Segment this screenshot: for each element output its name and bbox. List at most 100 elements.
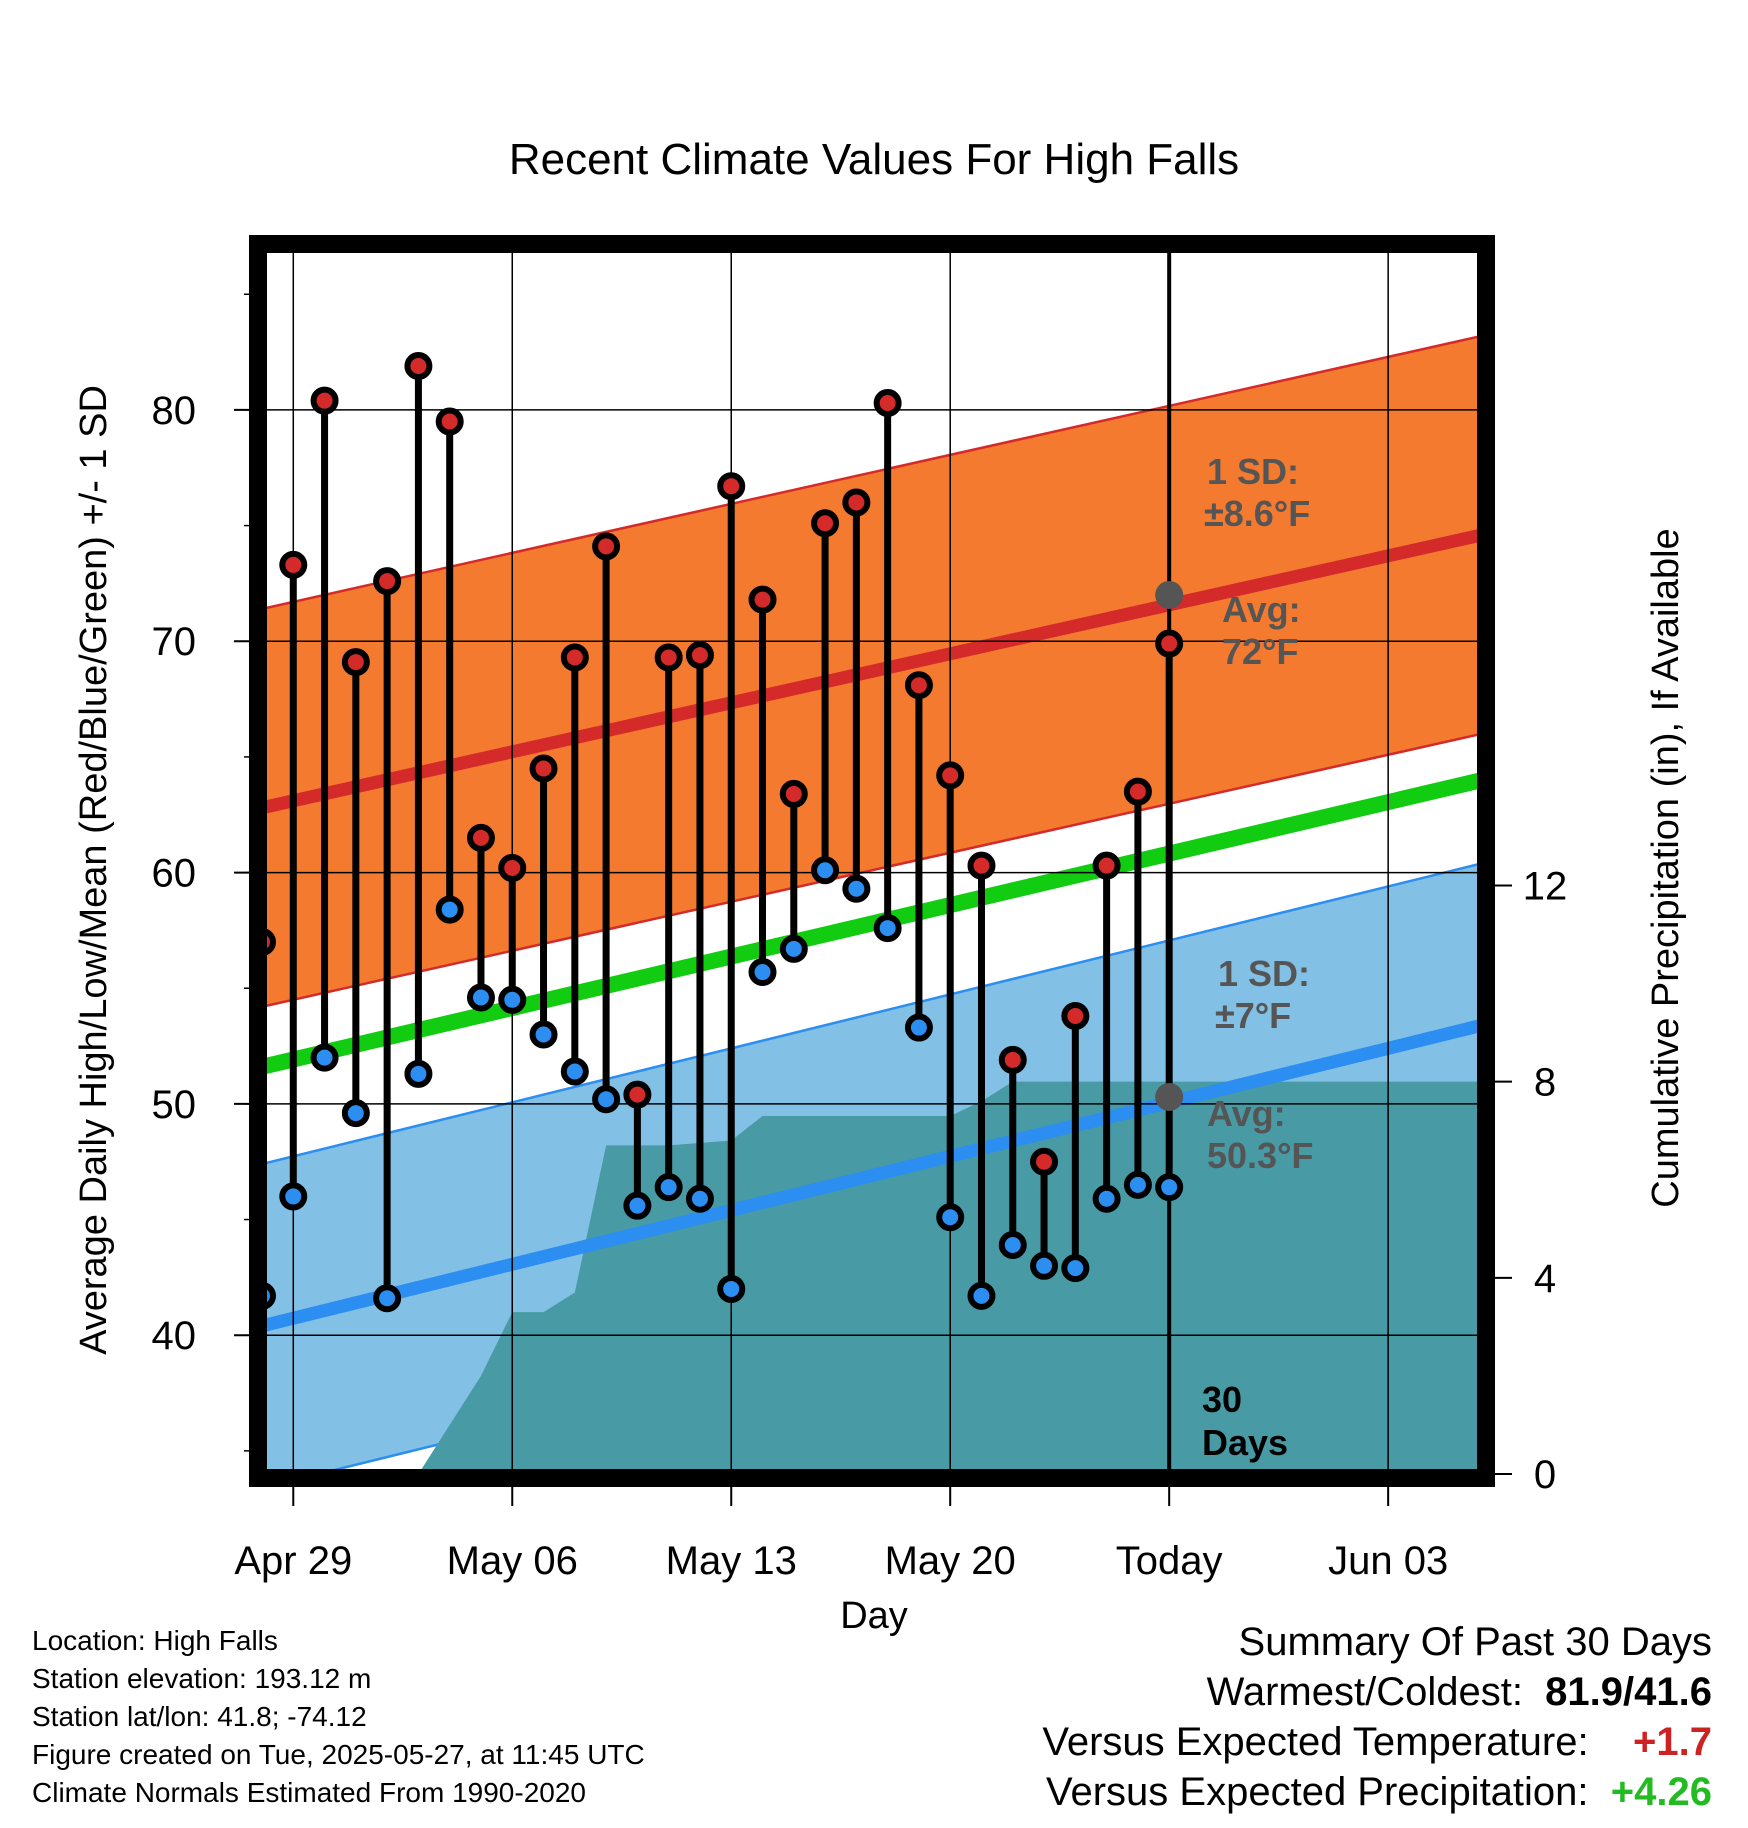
daily-low-point [967,1281,996,1310]
daily-low-point [1123,1170,1152,1199]
normal-high-line [262,528,1482,815]
normal-low-line [262,1018,1482,1333]
daily-high-point [310,386,339,415]
high-sd-value: ±8.6°F [1204,493,1310,534]
low-avg-value: 50.3°F [1207,1135,1313,1176]
summary-precip-value: +4.26 [1610,1770,1712,1814]
daily-high-point [654,643,683,672]
today-high-avg-marker [1155,580,1184,609]
daily-high-point [998,1045,1027,1074]
x-tick-label: Today [1116,1539,1223,1583]
x-tick-label: May 13 [666,1539,797,1583]
daily-high-point [1155,629,1184,658]
x-axis-label: Day [840,1595,908,1637]
y-tick-label: 40 [152,1314,197,1358]
daily-low-point [404,1059,433,1088]
daily-high-point [1061,1001,1090,1030]
daily-low-point [1061,1254,1090,1283]
daily-low-point [717,1274,746,1303]
normal-high-band-upper-edge [262,334,1482,611]
daily-low-point [936,1203,965,1232]
daily-high-point [623,1080,652,1109]
daily-high-point [592,532,621,561]
daily-high-point [373,567,402,596]
daily-low-point [623,1191,652,1220]
high-sd-label: 1 SD: [1207,451,1299,492]
summary-precip-label: Versus Expected Precipitation: [1046,1770,1589,1814]
clipped-plot [262,248,1482,1474]
daily-low-point [592,1085,621,1114]
daily-high-point [560,643,589,672]
normal-high-band-lower-edge [262,732,1482,1008]
summary-warmest-row: Warmest/Coldest: 81.9/41.6 [1207,1670,1712,1715]
daily-high-point [936,761,965,790]
low-avg-label: Avg: [1207,1093,1286,1134]
daily-low-point [685,1184,714,1213]
chart-title: Recent Climate Values For High Falls [509,135,1239,184]
daily-low-point [560,1057,589,1086]
summary-temp-label: Versus Expected Temperature: [1042,1720,1589,1764]
daily-low-point [1092,1184,1121,1213]
days-count-label: 30 [1202,1379,1242,1420]
high-avg-label: Avg: [1222,589,1301,630]
high-avg-value: 72°F [1222,631,1298,672]
daily-high-point [341,648,370,677]
x-tick-label: Apr 29 [234,1539,352,1583]
y-axis-label: Average Daily High/Low/Mean (Red/Blue/Gr… [73,385,115,1355]
daily-high-point [279,550,308,579]
low-sd-value: ±7°F [1215,995,1291,1036]
daily-low-point [779,934,808,963]
y2-tick-label: 12 [1523,865,1568,909]
footer-normals: Climate Normals Estimated From 1990-2020 [32,1777,586,1808]
plot-frame [249,235,1495,1487]
summary-temp-row: Versus Expected Temperature: +1.7 [1042,1720,1712,1765]
x-tick-label: May 20 [885,1539,1016,1583]
y2-tick-label: 0 [1534,1453,1556,1497]
daily-low-point [435,895,464,924]
daily-high-point [1030,1147,1059,1176]
daily-high-point [873,388,902,417]
daily-high-point [811,509,840,538]
daily-high-point [685,641,714,670]
summary-warmest-value: 81.9/41.6 [1545,1670,1712,1714]
footer-location: Location: High Falls [32,1625,278,1656]
daily-low-point [373,1284,402,1313]
daily-low-point [873,914,902,943]
y-tick-label: 60 [152,852,197,896]
daily-low-point [498,985,527,1014]
y-tick-label: 50 [152,1083,197,1127]
daily-high-point [1092,851,1121,880]
today-low-avg-marker [1155,1082,1184,1111]
footer-created: Figure created on Tue, 2025-05-27, at 11… [32,1739,645,1770]
daily-low-point [529,1020,558,1049]
low-sd-label: 1 SD: [1218,953,1310,994]
daily-low-point [842,874,871,903]
daily-high-point [842,488,871,517]
daily-high-point [904,671,933,700]
footer-elevation: Station elevation: 193.12 m [32,1663,372,1694]
daily-low-point [466,983,495,1012]
daily-low-point [1030,1251,1059,1280]
daily-low-point [748,958,777,987]
y2-tick-label: 8 [1534,1061,1556,1105]
footer-latlon: Station lat/lon: 41.8; -74.12 [32,1701,367,1732]
summary-warmest-label: Warmest/Coldest: [1206,1670,1523,1714]
daily-low-point [341,1099,370,1128]
daily-low-point [654,1173,683,1202]
daily-high-point [466,823,495,852]
x-tick-label: May 06 [447,1539,578,1583]
y-tick-label: 70 [152,620,197,664]
summary-temp-value: +1.7 [1633,1720,1712,1764]
summary-title: Summary Of Past 30 Days [1238,1620,1712,1664]
y-tick-label: 80 [152,389,197,433]
normal-low-band-upper-edge [262,862,1482,1166]
daily-high-point [779,779,808,808]
daily-high-point [498,853,527,882]
daily-high-point [967,851,996,880]
days-word-label: Days [1202,1422,1288,1463]
daily-high-point [717,472,746,501]
summary-precip-row: Versus Expected Precipitation: +4.26 [1046,1770,1712,1815]
y2-tick-label: 4 [1534,1257,1556,1301]
